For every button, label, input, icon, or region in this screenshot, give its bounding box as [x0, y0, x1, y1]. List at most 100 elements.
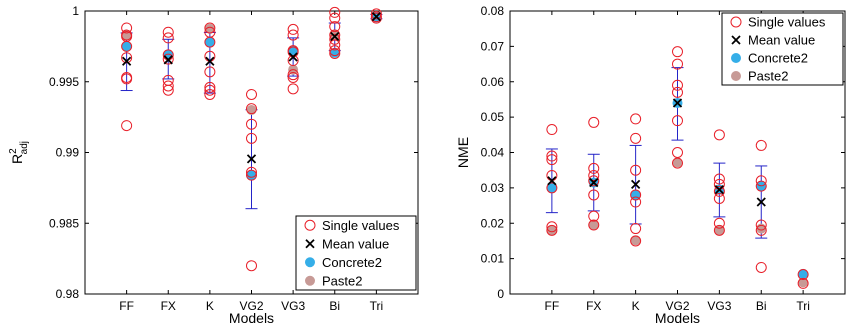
legend-label: Single values	[748, 15, 826, 30]
single-value-point	[246, 118, 257, 130]
y-tick-label: 0.06	[481, 75, 505, 89]
mean-marker	[163, 55, 173, 65]
single-value-point	[204, 84, 216, 96]
legend-label: Concrete2	[322, 255, 382, 270]
x-tick-label: Tri	[370, 299, 384, 313]
x-tick-label: K	[632, 299, 640, 313]
single-value-point	[713, 129, 725, 141]
single-value-point	[329, 6, 341, 18]
single-value-point	[713, 185, 725, 197]
single-value-point	[121, 73, 133, 85]
y-tick-label: 0.02	[481, 216, 505, 230]
mean-marker	[246, 154, 257, 164]
x-tick-label: K	[206, 299, 214, 313]
single-value-point	[713, 224, 725, 236]
paste2-point	[630, 235, 641, 246]
single-value-point	[204, 22, 216, 34]
mean-marker	[205, 56, 215, 66]
single-value-point	[672, 46, 683, 58]
single-value-point	[287, 72, 299, 84]
x-tick-label: Tri	[796, 299, 810, 313]
mean-marker	[121, 56, 132, 66]
x-tick-label: Bi	[329, 299, 340, 313]
x-tick-label: FX	[161, 299, 176, 313]
mean-marker	[371, 12, 382, 22]
single-value-point	[713, 217, 725, 229]
y-tick-label: 0.04	[481, 146, 505, 160]
y-tick-label: 0.01	[481, 252, 505, 266]
single-value-point	[204, 66, 216, 78]
single-value-point	[329, 12, 341, 24]
y-tick-label: 0.07	[481, 39, 505, 53]
single-value-point	[121, 120, 133, 132]
concrete2-point	[246, 170, 257, 181]
single-value-point	[329, 39, 341, 51]
legend-marker-paste2	[731, 71, 741, 81]
single-value-point	[329, 33, 341, 45]
y-tick-label: 0.05	[481, 110, 505, 124]
x-axis-label: Models	[655, 310, 700, 326]
single-value-point	[546, 154, 558, 166]
mean-marker	[547, 176, 557, 186]
single-value-point	[287, 83, 299, 95]
single-value-point	[246, 169, 257, 181]
single-value-point	[546, 224, 558, 236]
single-value-point	[630, 196, 642, 208]
legend-box	[295, 215, 417, 291]
x-tick-label: VG3	[707, 299, 731, 313]
single-value-point	[588, 189, 600, 201]
legend-label: Mean value	[322, 236, 389, 251]
single-value-point	[630, 113, 642, 125]
y-tick-label: 0.08	[481, 4, 505, 18]
single-value-point	[329, 45, 341, 57]
paste2-point	[546, 225, 557, 236]
x-tick-label: FF	[545, 299, 560, 313]
single-value-point	[630, 235, 642, 247]
single-value-point	[204, 36, 216, 48]
x-tick-label: VG2	[239, 299, 263, 313]
y-tick-label: 1	[72, 4, 79, 18]
legend-marker-concrete2	[731, 53, 741, 63]
legend-marker-mean	[731, 35, 741, 45]
legend-label: Concrete2	[748, 51, 808, 66]
single-value-point	[204, 88, 216, 100]
single-value-point	[672, 147, 683, 158]
y-tick-label: 0.99	[56, 146, 80, 160]
single-value-point	[588, 175, 600, 187]
single-value-point	[630, 164, 642, 176]
single-value-point	[287, 69, 299, 81]
single-value-point	[370, 12, 382, 24]
single-value-point	[630, 223, 642, 235]
legend-marker-single	[304, 219, 316, 231]
single-value-point	[204, 81, 216, 93]
single-value-point	[287, 29, 299, 41]
single-value-point	[546, 221, 558, 233]
single-value-point	[588, 210, 600, 222]
single-value-point	[588, 116, 600, 128]
mean-marker	[288, 52, 298, 62]
y-axis-label: R2adj	[8, 141, 30, 164]
single-value-point	[797, 269, 809, 281]
single-value-point	[713, 192, 725, 204]
mean-marker	[672, 98, 683, 108]
single-value-point	[713, 173, 725, 185]
single-value-point	[755, 224, 767, 236]
legend-marker-single	[730, 16, 742, 28]
concrete2-point	[204, 37, 215, 48]
single-value-point	[672, 157, 683, 169]
paste2-point	[672, 157, 683, 168]
single-value-point	[370, 8, 382, 20]
mean-marker	[589, 177, 599, 188]
concrete2-point	[798, 268, 809, 279]
single-value-point	[246, 132, 257, 144]
single-value-point	[162, 32, 174, 44]
y-axis-label: NME	[455, 137, 471, 168]
x-tick-label: FX	[586, 299, 601, 313]
single-value-point	[672, 79, 683, 91]
single-value-point	[672, 115, 683, 127]
single-value-point	[329, 47, 341, 59]
single-value-point	[287, 55, 299, 67]
single-value-point	[755, 219, 767, 231]
single-value-point	[755, 175, 767, 187]
left-chart: 0.98 0.985 0.99 0.995 1 FF FX K VG2 VG3 Bi Tri Model…	[8, 4, 419, 326]
